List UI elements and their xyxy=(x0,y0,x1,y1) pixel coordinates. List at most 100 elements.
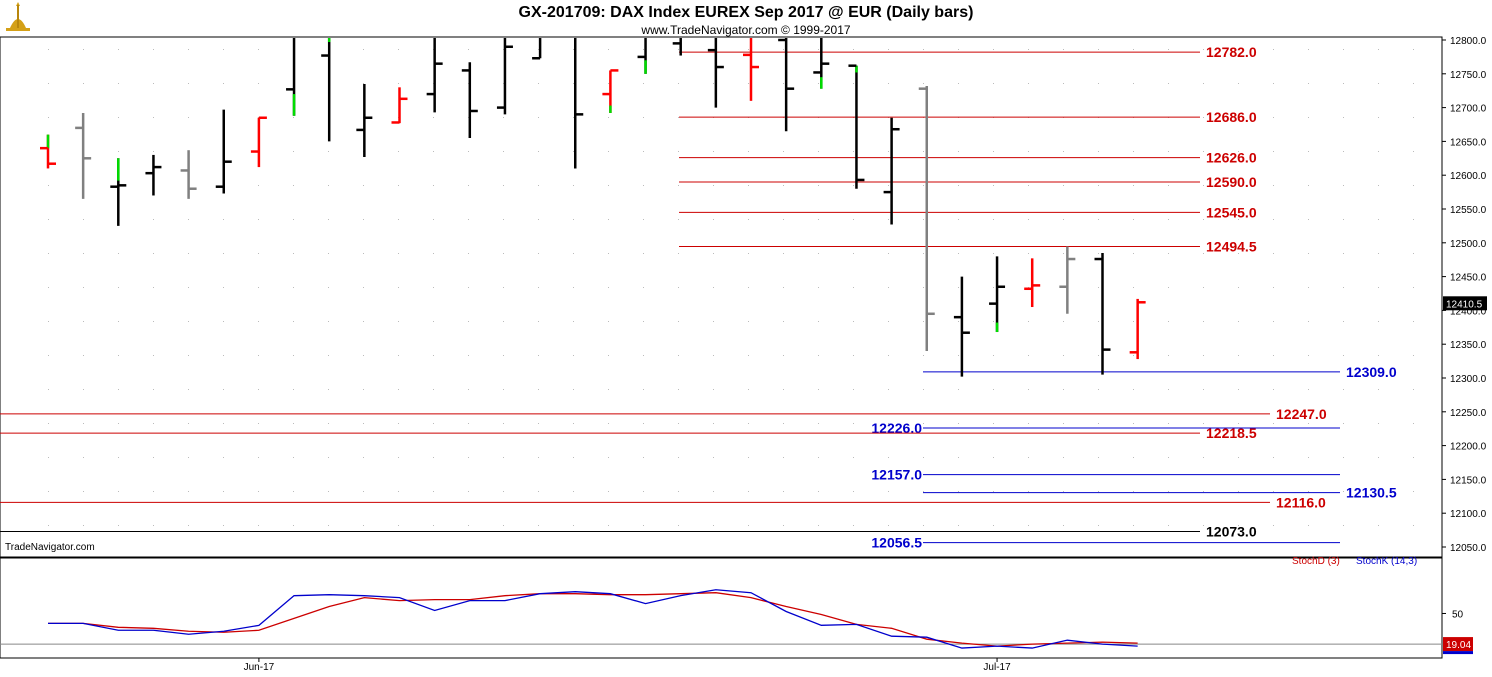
grid-dot xyxy=(1378,219,1379,220)
grid-dot xyxy=(678,525,679,526)
grid-dot xyxy=(1168,423,1169,424)
grid-dot xyxy=(1343,355,1344,356)
stoch-tick-label: 50 xyxy=(1452,609,1464,620)
grid-dot xyxy=(223,389,224,390)
grid-dot xyxy=(188,287,189,288)
grid-dot xyxy=(608,457,609,458)
grid-dot xyxy=(608,355,609,356)
grid-dot xyxy=(538,287,539,288)
grid-dot xyxy=(853,423,854,424)
level-label: 12626.0 xyxy=(1206,150,1257,166)
grid-dot xyxy=(1168,49,1169,50)
grid-dot xyxy=(1028,389,1029,390)
grid-dot xyxy=(258,253,259,254)
grid-dot xyxy=(923,253,924,254)
price-axis: 12800.0 12750.0 12700.0 12650.0 12600.0 12550… xyxy=(1442,36,1487,554)
grid-dot xyxy=(888,423,889,424)
grid-dot xyxy=(223,253,224,254)
grid-dot xyxy=(888,49,889,50)
grid-dot xyxy=(818,287,819,288)
grid-dot xyxy=(608,151,609,152)
grid-dot xyxy=(783,525,784,526)
grid-dot xyxy=(993,253,994,254)
grid-dot xyxy=(713,457,714,458)
level-label: 12590.0 xyxy=(1206,174,1257,190)
grid-dot xyxy=(853,491,854,492)
grid-dot xyxy=(328,287,329,288)
grid-dot xyxy=(1133,321,1134,322)
grid-dot xyxy=(1343,185,1344,186)
grid-dot xyxy=(258,423,259,424)
grid-dot xyxy=(573,151,574,152)
grid-dot xyxy=(1308,491,1309,492)
grid-dot xyxy=(398,219,399,220)
y-tick-label: 12600.0 xyxy=(1450,171,1487,182)
grid-dot xyxy=(1238,525,1239,526)
ohlc-bar xyxy=(883,117,900,225)
grid-dot xyxy=(783,287,784,288)
grid-dot xyxy=(1413,423,1414,424)
grid-dot xyxy=(153,253,154,254)
grid-dot xyxy=(923,287,924,288)
grid-dot xyxy=(608,83,609,84)
ohlc-bar xyxy=(1094,252,1111,375)
grid-dot xyxy=(1238,355,1239,356)
grid-dot xyxy=(1168,253,1169,254)
grid-dot xyxy=(503,49,504,50)
grid-dot xyxy=(1063,219,1064,220)
grid-dot xyxy=(748,49,749,50)
grid-dot xyxy=(608,117,609,118)
level-label: 12116.0 xyxy=(1276,494,1326,510)
grid-dot xyxy=(1133,185,1134,186)
grid-dot xyxy=(328,219,329,220)
grid-dot xyxy=(188,457,189,458)
grid-dot xyxy=(1133,253,1134,254)
grid-dot xyxy=(573,491,574,492)
grid-dot xyxy=(608,287,609,288)
grid-dot xyxy=(1273,287,1274,288)
grid-dot xyxy=(1343,491,1344,492)
ohlc-bar xyxy=(321,38,331,142)
stoch-d-line xyxy=(48,592,1138,647)
grid-dot xyxy=(1028,457,1029,458)
grid-dot xyxy=(853,355,854,356)
grid-dot xyxy=(993,83,994,84)
grid-dot xyxy=(83,253,84,254)
grid-dot xyxy=(1063,457,1064,458)
grid-dot xyxy=(293,287,294,288)
grid-dot xyxy=(48,219,49,220)
grid-dot xyxy=(958,491,959,492)
grid-dot xyxy=(1063,525,1064,526)
grid-dot xyxy=(573,389,574,390)
grid-dot xyxy=(1133,423,1134,424)
ohlc-bar xyxy=(180,150,197,199)
grid-dot xyxy=(83,491,84,492)
ohlc-bar xyxy=(813,38,830,89)
grid-dot xyxy=(1203,83,1204,84)
grid-dot xyxy=(48,83,49,84)
grid-dot xyxy=(188,321,189,322)
grid-dot xyxy=(153,525,154,526)
grid-dot xyxy=(958,423,959,424)
y-tick-label: 12750.0 xyxy=(1450,70,1487,81)
grid-dot xyxy=(1168,491,1169,492)
grid-dot xyxy=(83,423,84,424)
grid-dot xyxy=(1413,219,1414,220)
grid-dot xyxy=(643,83,644,84)
grid-dot xyxy=(83,49,84,50)
grid-dot xyxy=(1308,389,1309,390)
grid-dot xyxy=(958,355,959,356)
grid-dot xyxy=(118,151,119,152)
grid-dot xyxy=(363,253,364,254)
grid-dot xyxy=(678,185,679,186)
grid-dot xyxy=(573,253,574,254)
ohlc-bar xyxy=(215,109,232,194)
grid-dot xyxy=(118,117,119,118)
grid-dot xyxy=(993,491,994,492)
grid-dot xyxy=(1413,491,1414,492)
grid-dot xyxy=(503,219,504,220)
grid-dot xyxy=(1238,287,1239,288)
grid-dot xyxy=(818,321,819,322)
grid-dot xyxy=(1098,491,1099,492)
grid-dot xyxy=(958,151,959,152)
